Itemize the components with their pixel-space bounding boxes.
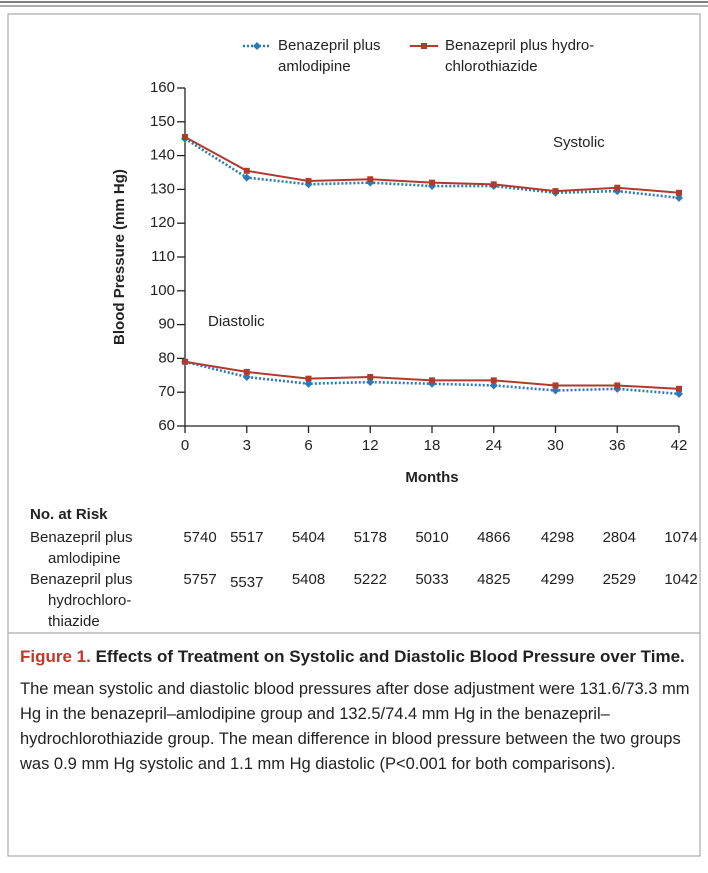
point <box>552 382 559 389</box>
legend-label: Benazepril plus hydro- <box>445 37 594 54</box>
legend-label: amlodipine <box>278 58 351 75</box>
point <box>676 189 682 196</box>
point <box>421 43 427 49</box>
risk-value: 5740 <box>183 529 216 546</box>
point <box>305 375 312 382</box>
x-tick-label: 36 <box>609 437 626 454</box>
y-tick-label: 70 <box>158 383 175 400</box>
risk-value: 4866 <box>477 529 510 546</box>
caption-heading: Effects of Treatment on Systolic and Dia… <box>95 647 685 666</box>
point <box>551 386 560 395</box>
risk-value: 5757 <box>183 571 216 588</box>
risk-value: 2804 <box>603 529 636 546</box>
point <box>675 193 683 202</box>
point <box>304 379 313 388</box>
caption-body: The mean systolic and diastolic blood pr… <box>20 680 690 773</box>
point <box>490 377 497 384</box>
series-line <box>184 137 680 200</box>
risk-value: 5404 <box>292 529 325 546</box>
point <box>614 382 621 389</box>
risk-value: 5222 <box>354 571 387 588</box>
risk-value: 5033 <box>415 571 448 588</box>
point <box>489 381 498 390</box>
point <box>253 42 261 50</box>
y-tick-label: 90 <box>158 316 175 333</box>
x-axis-title: Months <box>405 469 458 486</box>
risk-value: 1042 <box>664 571 697 588</box>
y-tick-label: 100 <box>150 282 175 299</box>
point <box>242 173 251 182</box>
annotation: Systolic <box>553 134 605 151</box>
point <box>367 373 374 380</box>
risk-row-label: amlodipine <box>48 550 121 567</box>
point <box>182 134 188 141</box>
risk-value: 5517 <box>230 529 263 546</box>
risk-table-title: No. at Risk <box>30 506 108 523</box>
risk-row-label: thiazide <box>48 613 100 630</box>
risk-row-label: Benazepril plus <box>30 529 133 546</box>
point <box>676 385 682 392</box>
point <box>243 167 250 174</box>
point <box>614 184 621 191</box>
y-tick-label: 140 <box>150 147 175 164</box>
y-tick-label: 150 <box>150 113 175 130</box>
y-tick-label: 120 <box>150 214 175 231</box>
y-tick-label: 110 <box>151 248 175 265</box>
legend-label: Benazepril plus <box>278 37 381 54</box>
point <box>243 368 250 375</box>
x-tick-label: 30 <box>547 437 564 454</box>
risk-value: 5408 <box>292 571 325 588</box>
caption: Figure 1. Effects of Treatment on Systol… <box>20 645 692 777</box>
y-tick-label: 130 <box>150 180 175 197</box>
point <box>242 372 251 381</box>
point <box>675 389 683 398</box>
figure-frame <box>7 13 701 857</box>
y-axis-title: Blood Pressure (mm Hg) <box>111 169 128 345</box>
risk-value: 4299 <box>541 571 574 588</box>
y-tick-label: 60 <box>158 417 175 434</box>
risk-value: 1074 <box>664 529 697 546</box>
x-tick-label: 42 <box>671 437 688 454</box>
legend-label: chlorothiazide <box>445 58 538 75</box>
risk-value: 5178 <box>354 529 387 546</box>
risk-row-label: Benazepril plus <box>30 571 133 588</box>
point <box>429 377 435 384</box>
point <box>490 181 497 188</box>
x-tick-label: 12 <box>362 437 379 454</box>
point <box>552 188 559 195</box>
point <box>429 179 435 186</box>
risk-value: 2529 <box>603 571 636 588</box>
point <box>367 176 374 183</box>
caption-title: Figure 1. Effects of Treatment on Systol… <box>20 645 692 669</box>
y-tick-label: 80 <box>158 349 175 366</box>
figure-label: Figure 1. <box>20 647 91 666</box>
x-tick-label: 0 <box>181 437 189 454</box>
x-tick-label: 6 <box>304 437 312 454</box>
annotation: Diastolic <box>208 313 265 330</box>
risk-value: 5537 <box>230 574 263 591</box>
x-tick-label: 24 <box>485 437 502 454</box>
risk-value: 4298 <box>541 529 574 546</box>
risk-row-label: hydrochloro- <box>48 592 131 609</box>
risk-value: 5010 <box>415 529 448 546</box>
risk-value: 4825 <box>477 571 510 588</box>
y-tick-label: 160 <box>150 79 175 96</box>
point <box>305 177 312 184</box>
x-tick-label: 18 <box>424 437 441 454</box>
point <box>182 358 188 365</box>
x-tick-label: 3 <box>243 437 251 454</box>
point <box>366 378 375 387</box>
